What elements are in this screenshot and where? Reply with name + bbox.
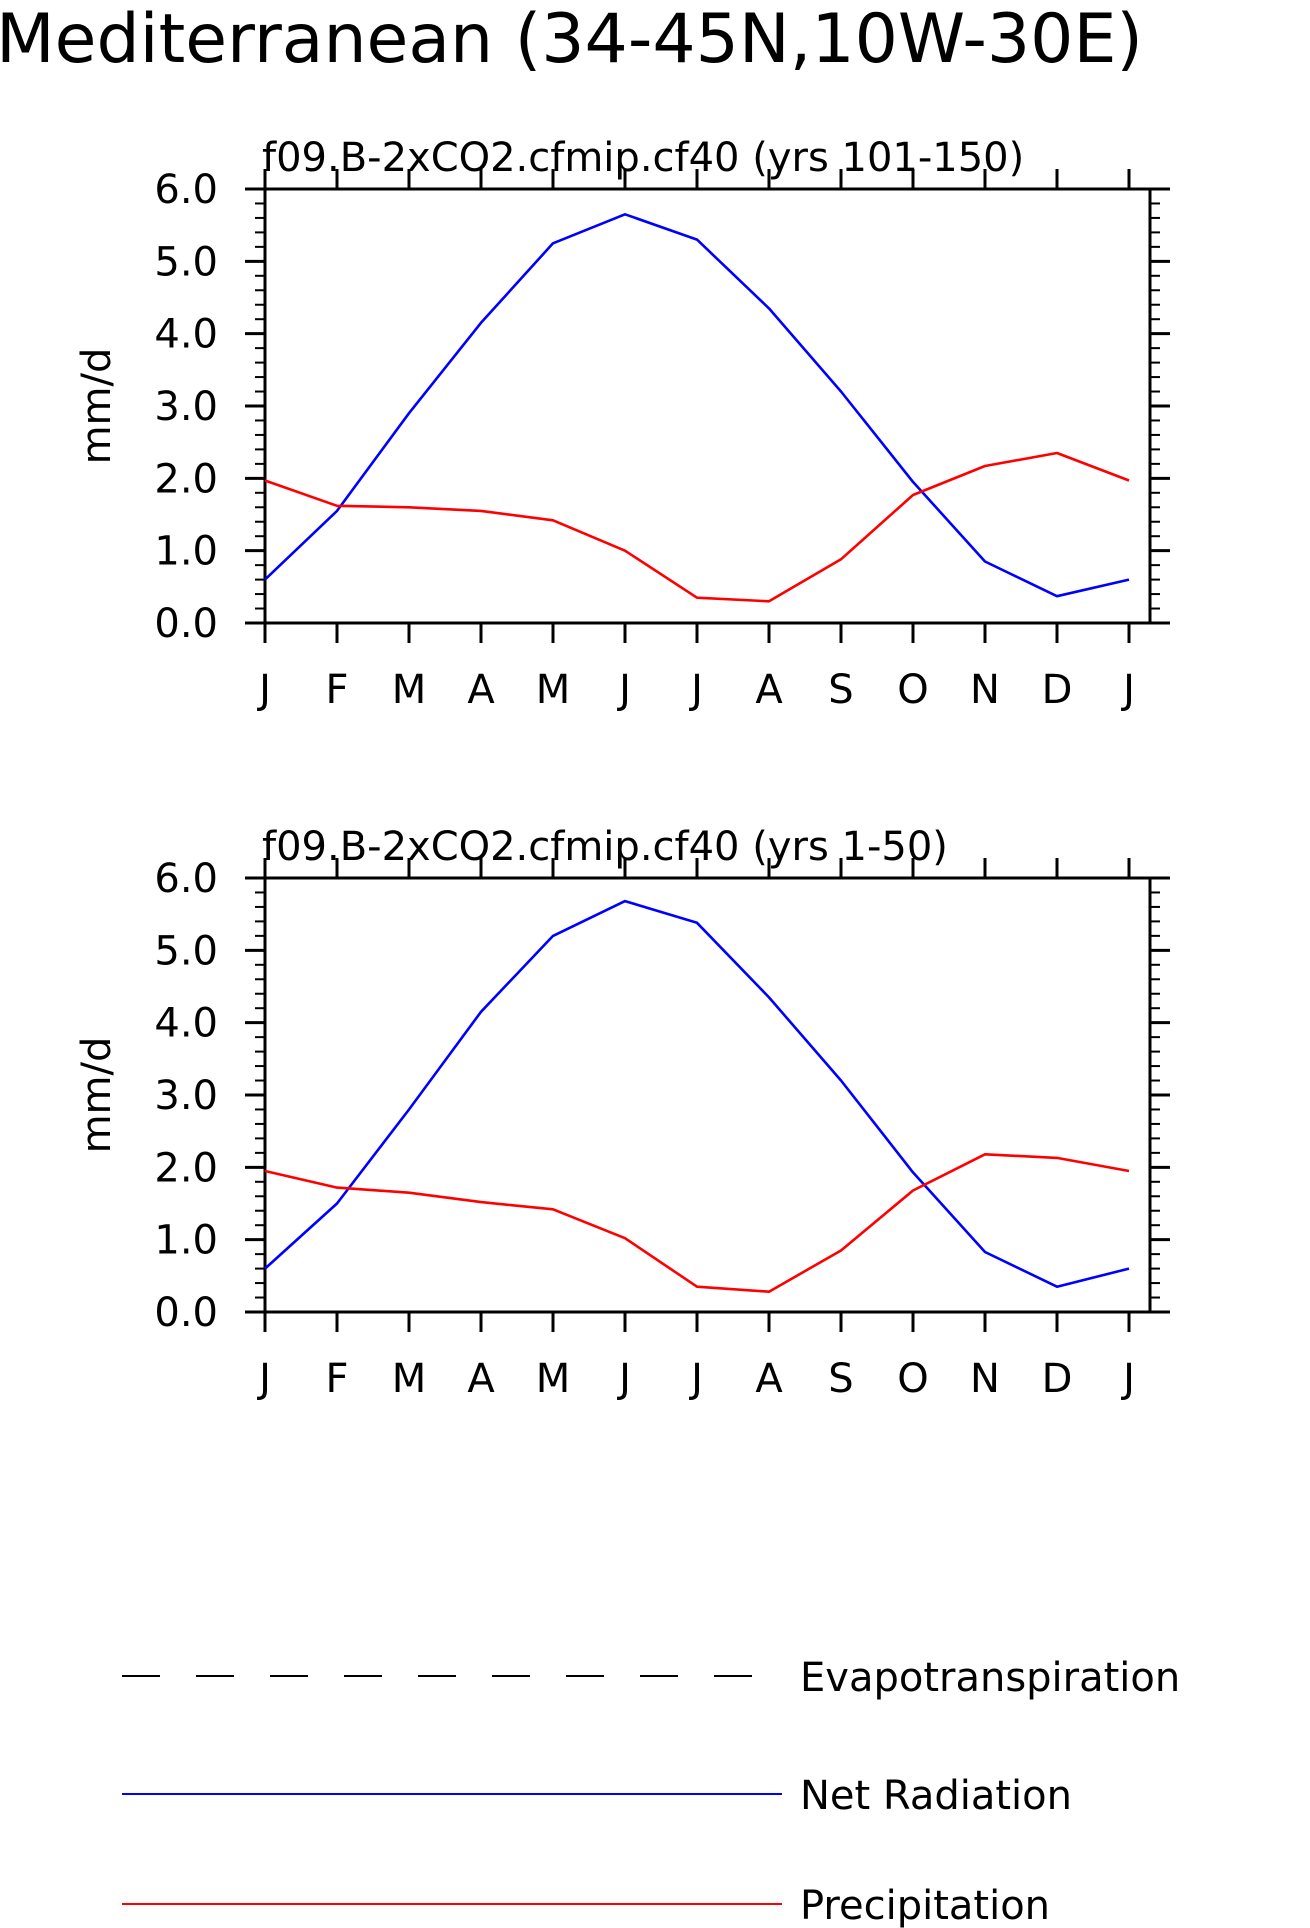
chart-panel-1: f09.B-2xCO2.cfmip.cf40 (yrs 101-150) 0.0 1…	[74, 135, 1170, 713]
x-tick-label: F	[325, 667, 348, 713]
y-tick-label: 0.0	[154, 601, 218, 647]
y-tick-label: 6.0	[154, 167, 218, 213]
panel-subtitle: f09.B-2xCO2.cfmip.cf40 (yrs 101-150)	[262, 135, 1024, 181]
y-axis-label: mm/d	[74, 1037, 120, 1154]
y-tick-label: 3.0	[154, 384, 218, 430]
series-line-net-radiation	[264, 213, 1130, 598]
chart-panel-2: f09.B-2xCO2.cfmip.cf40 (yrs 1-50) 0.0 1.0 2…	[74, 824, 1170, 1402]
chart-panels: f09.B-2xCO2.cfmip.cf40 (yrs 101-150) 0.0 1…	[74, 135, 1170, 1402]
legend-label: Net Radiation	[800, 1773, 1072, 1819]
legend-item-precipitation: Precipitation	[122, 1883, 1050, 1928]
x-tick-label: S	[828, 1356, 853, 1402]
x-tick-label: J	[616, 667, 631, 713]
y-axis-label: mm/d	[74, 348, 120, 465]
x-tick-label: A	[755, 667, 783, 713]
x-tick-label: O	[897, 667, 928, 713]
legend-label: Precipitation	[800, 1883, 1050, 1928]
legend-label: Evapotranspiration	[800, 1655, 1180, 1701]
y-tick-label: 1.0	[154, 529, 218, 575]
x-tick-label: N	[970, 667, 1000, 713]
y-tick-label: 5.0	[154, 928, 218, 974]
x-tick-label: M	[536, 1356, 571, 1402]
y-tick-label: 4.0	[154, 1001, 218, 1047]
legend-item-net-radiation: Net Radiation	[122, 1773, 1072, 1819]
x-tick-label: A	[467, 667, 495, 713]
y-tick-label: 4.0	[154, 312, 218, 358]
plot-frame	[263, 876, 1152, 1314]
legend-item-evapotranspiration: Evapotranspiration	[122, 1655, 1180, 1701]
x-tick-label: D	[1042, 1356, 1073, 1402]
x-tick-label: J	[1120, 1356, 1135, 1402]
y-tick-label: 2.0	[154, 456, 218, 502]
y-tick-label: 5.0	[154, 239, 218, 285]
panel-subtitle: f09.B-2xCO2.cfmip.cf40 (yrs 1-50)	[262, 824, 948, 870]
y-tick-label: 3.0	[154, 1073, 218, 1119]
x-tick-label: M	[392, 667, 427, 713]
x-tick-label: J	[688, 1356, 703, 1402]
x-tick-label: O	[897, 1356, 928, 1402]
x-tick-label: D	[1042, 667, 1073, 713]
series-line-net-radiation	[264, 899, 1130, 1288]
x-tick-label: F	[325, 1356, 348, 1402]
x-tick-label: J	[688, 667, 703, 713]
x-tick-label: M	[392, 1356, 427, 1402]
x-tick-label: M	[536, 667, 571, 713]
x-tick-label: S	[828, 667, 853, 713]
plot-frame	[263, 187, 1152, 625]
legend: Evapotranspiration Net Radiation Precipita…	[122, 1655, 1180, 1928]
x-tick-label: J	[256, 667, 271, 713]
series-line-precipitation	[264, 1153, 1130, 1293]
y-tick-label: 0.0	[154, 1290, 218, 1336]
y-tick-label: 6.0	[154, 856, 218, 902]
x-tick-label: J	[1120, 667, 1135, 713]
y-tick-label: 2.0	[154, 1145, 218, 1191]
series-line-precipitation	[264, 451, 1130, 603]
x-tick-label: A	[755, 1356, 783, 1402]
y-tick-label: 1.0	[154, 1218, 218, 1264]
x-tick-label: A	[467, 1356, 495, 1402]
x-tick-label: J	[256, 1356, 271, 1402]
x-tick-label: J	[616, 1356, 631, 1402]
figure-title: Mediterranean (34-45N,10W-30E)	[0, 0, 1143, 79]
x-tick-label: N	[970, 1356, 1000, 1402]
